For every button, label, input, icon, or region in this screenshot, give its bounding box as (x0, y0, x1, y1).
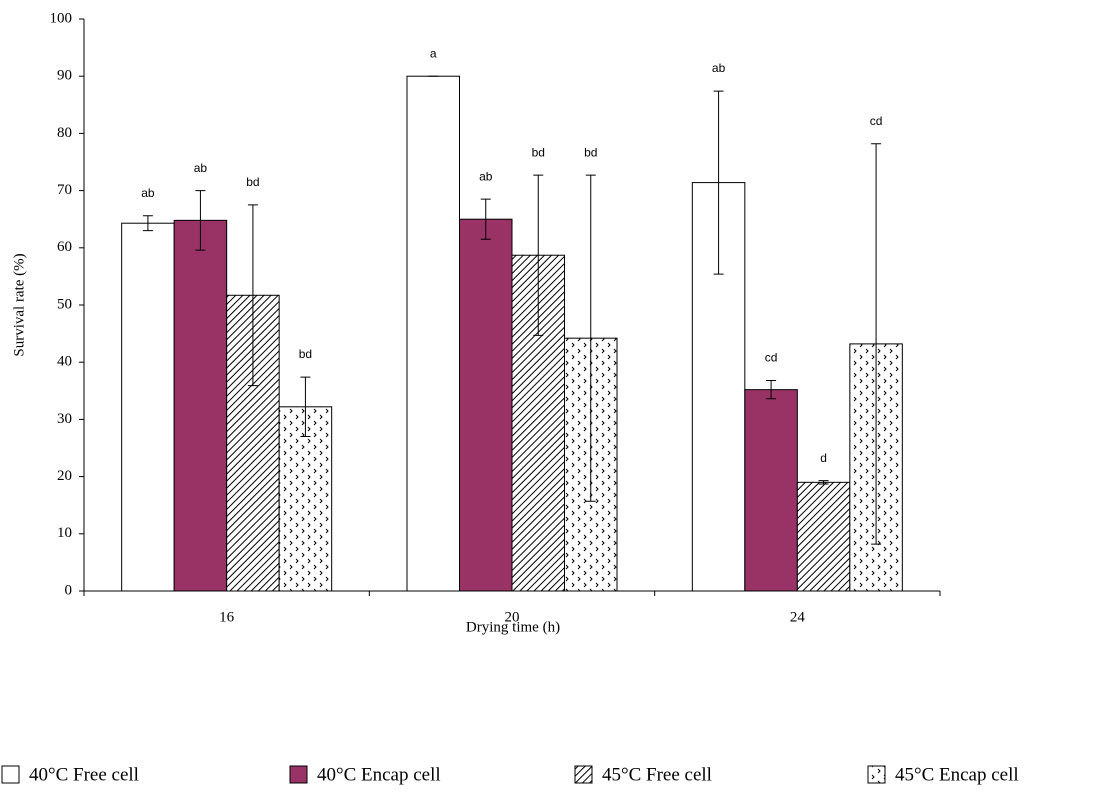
x-axis-label: Drying time (h) (466, 619, 560, 635)
significance-letter: ab (141, 186, 155, 200)
y-tick-label: 30 (57, 411, 72, 427)
error-bar (713, 90, 724, 275)
y-axis-label: Survival rate (%) (11, 253, 27, 356)
legend-label: 40°C Free cell (29, 764, 139, 785)
y-tick-label: 40 (57, 354, 72, 370)
bar (278, 406, 333, 592)
significance-letter: ab (194, 161, 208, 175)
legend-swatch (867, 765, 886, 784)
bar (406, 75, 460, 592)
error-bar (142, 215, 153, 232)
significance-letter: bd (299, 347, 312, 361)
bar (459, 218, 513, 592)
legend-swatch (1, 765, 20, 784)
x-tick-label: 24 (790, 609, 806, 625)
error-bar (480, 198, 491, 240)
y-tick-label: 90 (57, 68, 72, 84)
y-tick-label: 100 (50, 10, 73, 26)
bar (744, 389, 798, 592)
x-tick-label: 20 (505, 609, 520, 625)
significance-letter: cd (870, 114, 883, 128)
x-tick-label: 16 (219, 609, 235, 625)
y-tick-label: 70 (57, 182, 72, 198)
y-tick-label: 10 (57, 525, 72, 541)
error-bar (300, 376, 311, 438)
error-bar (585, 174, 596, 502)
y-tick-label: 0 (65, 582, 73, 598)
significance-letter: ab (479, 169, 493, 183)
significance-letter: a (430, 46, 437, 60)
error-bar (766, 380, 777, 400)
error-bar (195, 190, 206, 251)
error-bar (871, 143, 882, 545)
significance-letter: d (820, 451, 827, 465)
significance-letter: bd (584, 145, 597, 159)
error-bar (247, 204, 258, 387)
error-bar (818, 480, 829, 485)
legend-label: 45°C Free cell (602, 764, 712, 785)
significance-letter: bd (532, 145, 545, 159)
bar (226, 294, 280, 592)
y-tick-label: 50 (57, 296, 72, 312)
bar (796, 481, 851, 592)
significance-letter: ab (712, 61, 726, 75)
legend-swatch (289, 765, 308, 784)
significance-letter: bd (246, 175, 259, 189)
significance-letter: cd (765, 351, 778, 365)
bar (173, 219, 228, 592)
bar (121, 222, 175, 592)
y-tick-label: 80 (57, 125, 72, 141)
y-tick-label: 20 (57, 468, 72, 484)
legend-label: 45°C Encap cell (895, 764, 1019, 785)
legend-swatch (574, 765, 593, 784)
legend-label: 40°C Encap cell (317, 764, 441, 785)
y-tick-label: 60 (57, 239, 72, 255)
error-bar (533, 174, 544, 336)
